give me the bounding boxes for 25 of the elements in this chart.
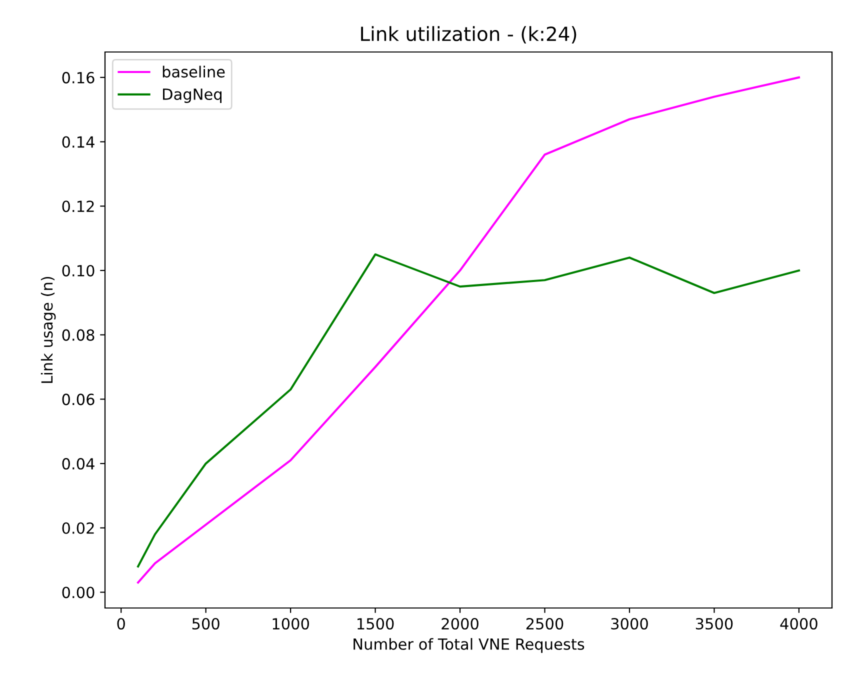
line-series [137,76,800,584]
line-series [137,253,800,568]
chart-title: Link utilization - (k:24) [361,26,576,44]
y-tick-label: 0.08 [62,329,94,341]
x-tick-label: 4000 [780,618,818,630]
y-tick-label: 0.00 [62,586,94,598]
x-tick-label: 0 [117,618,125,630]
legend-label: baseline [162,66,225,78]
y-tick-label: 0.12 [62,200,94,212]
x-axis-title: Number of Total VNE Requests [354,638,584,653]
y-tick-label: 0.02 [62,522,94,534]
y-tick-label: 0.16 [62,72,94,84]
x-tick-label: 2500 [526,618,564,630]
y-tick-label: 0.14 [62,136,94,148]
x-tick-label: 3500 [696,618,733,630]
y-tick-label: 0.06 [62,394,94,406]
x-tick-label: 2000 [442,618,478,630]
x-tick-label: 1000 [272,618,309,630]
legend-label: DagNeq [163,88,222,103]
y-axis-title: Link usage (n) [40,276,56,383]
y-tick-label: 0.10 [62,264,94,276]
x-tick-label: 1500 [358,618,394,630]
x-tick-label: 3000 [611,618,648,630]
x-tick-label: 500 [192,618,220,630]
y-tick-label: 0.04 [62,458,94,470]
